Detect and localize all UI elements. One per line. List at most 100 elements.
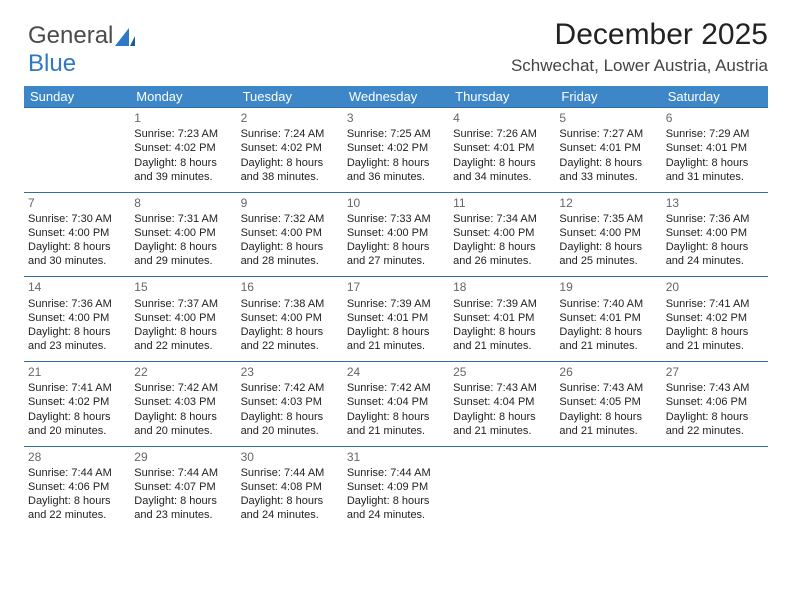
calendar-day-cell: 13Sunrise: 7:36 AMSunset: 4:00 PMDayligh… [662,192,768,277]
sunrise-text: Sunrise: 7:44 AM [134,466,232,480]
daylight-text: Daylight: 8 hours and 27 minutes. [347,240,445,268]
calendar-day-cell: 28Sunrise: 7:44 AMSunset: 4:06 PMDayligh… [24,446,130,530]
day-number: 10 [347,196,445,211]
calendar-day-cell: 12Sunrise: 7:35 AMSunset: 4:00 PMDayligh… [555,192,661,277]
sunset-text: Sunset: 4:01 PM [666,141,764,155]
sunset-text: Sunset: 4:00 PM [134,311,232,325]
calendar-day-cell: 15Sunrise: 7:37 AMSunset: 4:00 PMDayligh… [130,277,236,362]
sunrise-text: Sunrise: 7:27 AM [559,127,657,141]
day-number: 24 [347,365,445,380]
sunrise-text: Sunrise: 7:36 AM [666,212,764,226]
daylight-text: Daylight: 8 hours and 21 minutes. [559,410,657,438]
calendar-day-cell: 25Sunrise: 7:43 AMSunset: 4:04 PMDayligh… [449,362,555,447]
day-number: 26 [559,365,657,380]
sunset-text: Sunset: 4:04 PM [453,395,551,409]
day-number: 7 [28,196,126,211]
calendar-week-row: 1Sunrise: 7:23 AMSunset: 4:02 PMDaylight… [24,108,768,193]
calendar-empty-cell [449,446,555,530]
logo-sail-icon [115,28,135,46]
sunrise-text: Sunrise: 7:44 AM [347,466,445,480]
sunset-text: Sunset: 4:01 PM [559,311,657,325]
calendar-week-row: 14 Sunrise: 7:36 AM Sunset: 4:00 PM Dayligh… [24,277,768,362]
day-number: 21 [28,365,126,380]
sunset-text: Sunset: 4:01 PM [559,141,657,155]
sunset-text: Sunset: 4:03 PM [241,395,339,409]
day-number: 23 [241,365,339,380]
day-header: Sunday [24,86,130,108]
daylight-text: Daylight: 8 hours and 20 minutes. [134,410,232,438]
sunset-text: Sunset: 4:00 PM [453,226,551,240]
daylight-text: Daylight: 8 hours and 34 minutes. [453,156,551,184]
sunset-text: Sunset: 4:08 PM [241,480,339,494]
daylight-text: Daylight: 8 hours and 21 minutes. [559,325,657,353]
calendar-day-cell: 3Sunrise: 7:25 AMSunset: 4:02 PMDaylight… [343,108,449,193]
calendar-day-cell: 20Sunrise: 7:41 AMSunset: 4:02 PMDayligh… [662,277,768,362]
sunrise-text: Sunrise: 7:41 AM [666,297,764,311]
calendar-day-cell: 23Sunrise: 7:42 AMSunset: 4:03 PMDayligh… [237,362,343,447]
sunrise-text: Sunrise: 7:23 AM [134,127,232,141]
brand-logo: General Blue [28,22,135,78]
calendar-day-cell: 4Sunrise: 7:26 AMSunset: 4:01 PMDaylight… [449,108,555,193]
sunset-text: Sunset: 4:03 PM [134,395,232,409]
day-number: 28 [28,450,126,465]
location-subtitle: Schwechat, Lower Austria, Austria [24,56,768,76]
sunrise-text: Sunrise: 7:38 AM [241,297,339,311]
sunrise-text: Sunrise: 7:36 AM [28,297,126,311]
sunrise-text: Sunrise: 7:42 AM [241,381,339,395]
sunrise-text: Sunrise: 7:37 AM [134,297,232,311]
calendar-day-cell: 1Sunrise: 7:23 AMSunset: 4:02 PMDaylight… [130,108,236,193]
sunrise-text: Sunrise: 7:32 AM [241,212,339,226]
daylight-text: Daylight: 8 hours and 24 minutes. [241,494,339,522]
calendar-body: 1Sunrise: 7:23 AMSunset: 4:02 PMDaylight… [24,108,768,531]
day-number: 8 [134,196,232,211]
daylight-text: Daylight: 8 hours and 28 minutes. [241,240,339,268]
sunset-text: Sunset: 4:05 PM [559,395,657,409]
daylight-text: Daylight: 8 hours and 23 minutes. [28,325,126,353]
day-number: 5 [559,111,657,126]
logo-part1: General [28,22,113,49]
day-number: 29 [134,450,232,465]
calendar-day-cell: 11Sunrise: 7:34 AMSunset: 4:00 PMDayligh… [449,192,555,277]
calendar-day-cell: 21Sunrise: 7:41 AMSunset: 4:02 PMDayligh… [24,362,130,447]
day-number: 31 [347,450,445,465]
daylight-text: Daylight: 8 hours and 33 minutes. [559,156,657,184]
calendar-day-cell: 27Sunrise: 7:43 AMSunset: 4:06 PMDayligh… [662,362,768,447]
sunset-text: Sunset: 4:00 PM [241,311,339,325]
calendar-day-cell: 19Sunrise: 7:40 AMSunset: 4:01 PMDayligh… [555,277,661,362]
calendar-empty-cell [24,108,130,193]
day-number: 6 [666,111,764,126]
daylight-text: Daylight: 8 hours and 39 minutes. [134,156,232,184]
calendar-header-row: SundayMondayTuesdayWednesdayThursdayFrid… [24,86,768,108]
sunset-text: Sunset: 4:07 PM [134,480,232,494]
daylight-text: Daylight: 8 hours and 30 minutes. [28,240,126,268]
day-number: 13 [666,196,764,211]
daylight-text: Daylight: 8 hours and 25 minutes. [559,240,657,268]
calendar-day-cell: 9Sunrise: 7:32 AMSunset: 4:00 PMDaylight… [237,192,343,277]
calendar-day-cell: 8Sunrise: 7:31 AMSunset: 4:00 PMDaylight… [130,192,236,277]
sunset-text: Sunset: 4:06 PM [666,395,764,409]
sunset-text: Sunset: 4:02 PM [666,311,764,325]
sunrise-text: Sunrise: 7:35 AM [559,212,657,226]
day-number: 22 [134,365,232,380]
sunset-text: Sunset: 4:09 PM [347,480,445,494]
day-number: 11 [453,196,551,211]
daylight-text: Daylight: 8 hours and 21 minutes. [347,325,445,353]
daylight-text: Daylight: 8 hours and 24 minutes. [666,240,764,268]
daylight-text: Daylight: 8 hours and 31 minutes. [666,156,764,184]
calendar-day-cell: 24Sunrise: 7:42 AMSunset: 4:04 PMDayligh… [343,362,449,447]
day-header: Tuesday [237,86,343,108]
sunset-text: Sunset: 4:00 PM [241,226,339,240]
calendar-day-cell: 14Sunrise: 7:36 AMSunset: 4:00 PMDayligh… [24,277,130,362]
day-number: 20 [666,280,764,295]
day-number: 3 [347,111,445,126]
daylight-text: Daylight: 8 hours and 26 minutes. [453,240,551,268]
daylight-text: Daylight: 8 hours and 22 minutes. [666,410,764,438]
sunrise-text: Sunrise: 7:26 AM [453,127,551,141]
sunrise-text: Sunrise: 7:42 AM [347,381,445,395]
day-header: Monday [130,86,236,108]
sunset-text: Sunset: 4:04 PM [347,395,445,409]
daylight-text: Daylight: 8 hours and 36 minutes. [347,156,445,184]
day-number: 14 [28,280,126,295]
calendar-day-cell: 2Sunrise: 7:24 AMSunset: 4:02 PMDaylight… [237,108,343,193]
daylight-text: Daylight: 8 hours and 23 minutes. [134,494,232,522]
